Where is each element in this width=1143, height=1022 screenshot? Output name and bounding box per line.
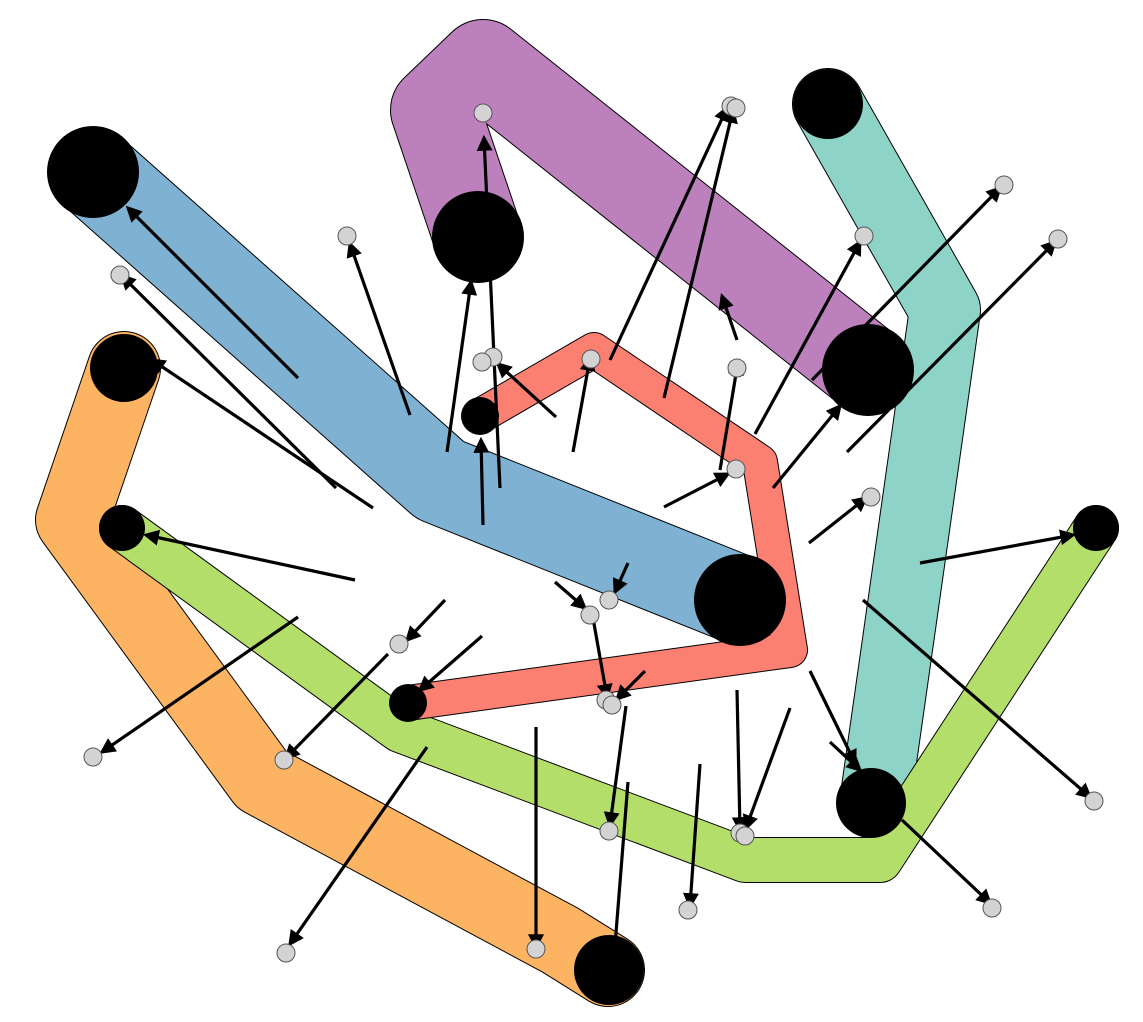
flow-arrow (718, 358, 744, 471)
flow-arrow (861, 598, 1093, 800)
flow-arrow (417, 634, 484, 693)
port-node (994, 175, 1014, 195)
hub-node (793, 69, 863, 139)
port-node (678, 900, 698, 920)
flow-arrow (900, 818, 993, 906)
port-node (726, 459, 746, 479)
flow-arrow (607, 781, 630, 962)
port-node (1048, 229, 1068, 249)
port-node (83, 747, 103, 767)
flow-arrow (346, 240, 412, 416)
band-blue (48, 127, 785, 645)
flow-arrow (919, 529, 1077, 565)
flow-arrow (845, 239, 1058, 454)
flow-arrow (288, 746, 429, 947)
port-node (580, 605, 600, 625)
flow-arrow (445, 278, 478, 453)
flow-arrow (718, 292, 739, 341)
flow-arrow (119, 273, 338, 490)
flow-arrow (125, 205, 300, 380)
flow-arrow (808, 496, 869, 545)
ports (83, 96, 1104, 963)
hub-node (574, 935, 644, 1005)
hub-node (1073, 505, 1119, 551)
port-node (599, 821, 619, 841)
hub-node (822, 324, 914, 416)
bands (35, 19, 1119, 1007)
arrows (99, 105, 1093, 962)
port-node (274, 750, 294, 770)
flow-arrow (591, 617, 613, 701)
port-node (1084, 791, 1104, 811)
hub-node (836, 768, 906, 838)
hub-node (432, 191, 524, 283)
flow-arrow (571, 354, 596, 453)
band-orange (35, 331, 645, 1007)
port-node (602, 695, 622, 715)
flow-arrow (753, 239, 862, 435)
port-node (526, 939, 546, 959)
port-node (389, 634, 409, 654)
port-node (472, 352, 492, 372)
flow-arrow (614, 669, 647, 702)
port-node (599, 590, 619, 610)
flow-arrow (771, 403, 843, 490)
hub-node (47, 126, 139, 218)
port-node (581, 349, 601, 369)
port-node (982, 898, 1002, 918)
port-node (726, 98, 746, 118)
port-node (337, 226, 357, 246)
flow-arrow (603, 705, 628, 829)
flow-arrow (808, 670, 857, 766)
flow-arrow (404, 598, 447, 643)
flow-arrow (142, 529, 356, 582)
port-node (854, 226, 874, 246)
flow-arrow (612, 562, 630, 595)
band-green (99, 505, 1119, 883)
hub-node (90, 334, 158, 402)
hub-node (461, 397, 499, 435)
flow-arrow (828, 740, 863, 773)
flow-arrow (682, 763, 702, 910)
hub-node (389, 684, 427, 722)
flow-arrow (663, 472, 731, 509)
port-node (861, 487, 881, 507)
hub-node (694, 554, 786, 646)
flow-arrow (608, 105, 729, 361)
port-node (735, 826, 755, 846)
port-node (276, 943, 296, 963)
flow-arrow (473, 436, 490, 526)
port-node (727, 358, 747, 378)
band-red (390, 332, 808, 721)
nodes (47, 69, 1119, 1005)
flow-arrow (283, 652, 390, 761)
hub-node (99, 505, 145, 551)
flow-arrow (553, 580, 588, 611)
port-node (473, 103, 493, 123)
flow-arrow (149, 358, 374, 510)
flow-arrow (99, 615, 299, 754)
band-teal (792, 68, 981, 839)
flow-arrow (662, 106, 738, 399)
flow-arrow (742, 707, 792, 832)
flow-arrow (495, 361, 558, 419)
port-node (110, 265, 130, 285)
flow-arrow (731, 689, 748, 834)
